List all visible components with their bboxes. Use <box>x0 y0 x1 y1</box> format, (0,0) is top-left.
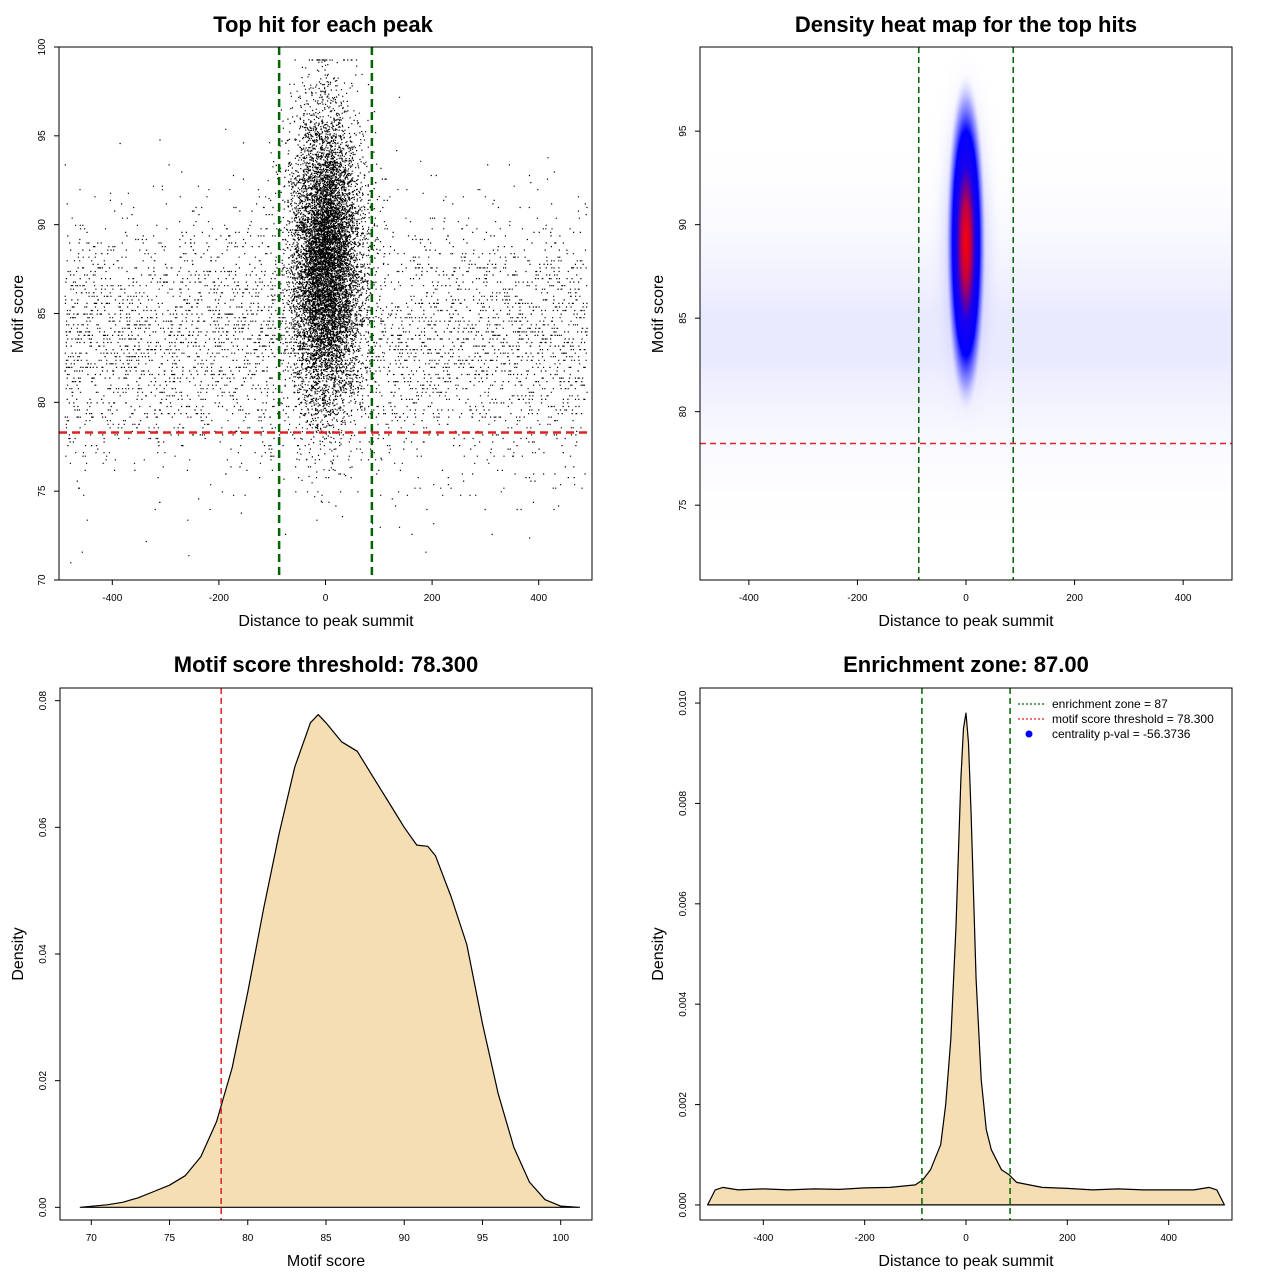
x-tick-label: 0 <box>963 1233 969 1244</box>
y-tick-label: 0.02 <box>38 1070 49 1090</box>
y-tick-label: 0.002 <box>678 1092 689 1117</box>
y-axis-label: Motif score <box>650 275 667 353</box>
x-tick-label: -200 <box>847 593 867 604</box>
heatmap-density <box>700 47 1232 543</box>
y-tick-label: 95 <box>678 125 689 137</box>
x-tick-label: 0 <box>323 593 329 604</box>
legend: enrichment zone = 87 motif score thresho… <box>1018 697 1214 741</box>
panel-heatmap: Density heat map for the top hits -400 -2… <box>650 12 1233 630</box>
y-tick-label: 0.008 <box>678 790 689 815</box>
x-tick-label: 70 <box>86 1233 98 1244</box>
x-tick-label: 95 <box>477 1233 489 1244</box>
legend-swatch-centrality-pval <box>1025 730 1033 738</box>
y-tick-label: 80 <box>37 396 48 408</box>
y-tick-label: 75 <box>37 485 48 497</box>
y-axis-label: Motif score <box>10 275 27 353</box>
y-tick-label: 0.006 <box>678 891 689 916</box>
x-tick-label: 0 <box>963 593 969 604</box>
y-tick-label: 70 <box>37 574 48 586</box>
chart-title: Enrichment zone: 87.00 <box>843 652 1089 677</box>
x-axis-label: Motif score <box>287 1253 365 1270</box>
y-axis-label: Density <box>10 927 27 980</box>
x-tick-label: -400 <box>739 593 759 604</box>
y-tick-label: 90 <box>37 219 48 231</box>
x-tick-label: 90 <box>399 1233 411 1244</box>
x-tick-label: 80 <box>242 1233 254 1244</box>
x-tick-label: -200 <box>855 1233 875 1244</box>
y-axis-label: Density <box>650 927 667 980</box>
x-axis-label: Distance to peak summit <box>878 1253 1054 1270</box>
x-tick-label: -400 <box>753 1233 773 1244</box>
legend-label-centrality-pval: centrality p-val = -56.3736 <box>1052 727 1191 741</box>
x-tick-label: 200 <box>1066 593 1083 604</box>
x-tick-label: 400 <box>1175 593 1192 604</box>
y-tick-label: 75 <box>678 499 689 511</box>
y-tick-label: 0.04 <box>38 944 49 964</box>
y-tick-label: 95 <box>37 130 48 142</box>
density-area <box>707 712 1225 1206</box>
x-tick-label: 85 <box>320 1233 332 1244</box>
chart-title: Density heat map for the top hits <box>795 12 1137 37</box>
y-tick-label: 0.010 <box>678 690 689 715</box>
panel-score-density: Motif score threshold: 78.300 70 75 80 85 90… <box>10 652 593 1270</box>
x-tick-label: 200 <box>1059 1233 1076 1244</box>
legend-label-enrichment-zone: enrichment zone = 87 <box>1052 697 1168 711</box>
y-tick-label: 0.08 <box>38 690 49 710</box>
x-tick-label: 400 <box>1160 1233 1177 1244</box>
x-tick-label: 75 <box>164 1233 176 1244</box>
x-axis-label: Distance to peak summit <box>878 613 1054 630</box>
y-tick-label: 100 <box>37 38 48 55</box>
density-area <box>79 714 581 1208</box>
x-tick-label: 400 <box>530 593 547 604</box>
chart-title: Motif score threshold: 78.300 <box>174 652 478 677</box>
x-tick-label: 100 <box>552 1233 569 1244</box>
x-tick-label: -400 <box>102 593 122 604</box>
y-tick-label: 90 <box>678 219 689 231</box>
legend-label-motif-threshold: motif score threshold = 78.300 <box>1052 712 1214 726</box>
panel-scatter: Top hit for each peak -400 -200 0 200 400 70 7… <box>10 12 593 630</box>
y-tick-label: 85 <box>37 308 48 320</box>
y-tick-label: 0.004 <box>678 991 689 1016</box>
y-tick-label: 85 <box>678 312 689 324</box>
x-axis-label: Distance to peak summit <box>238 613 414 630</box>
heatmap-hotspot <box>945 70 987 417</box>
y-tick-label: 0.00 <box>38 1197 49 1217</box>
x-tick-label: 200 <box>424 593 441 604</box>
y-tick-label: 80 <box>678 406 689 418</box>
y-tick-label: 0.000 <box>678 1192 689 1217</box>
x-tick-label: -200 <box>209 593 229 604</box>
panel-distance-density: Enrichment zone: 87.00 -400 -200 0 200 400 0.… <box>650 652 1233 1270</box>
chart-title: Top hit for each peak <box>213 12 433 37</box>
y-tick-label: 0.06 <box>38 817 49 837</box>
